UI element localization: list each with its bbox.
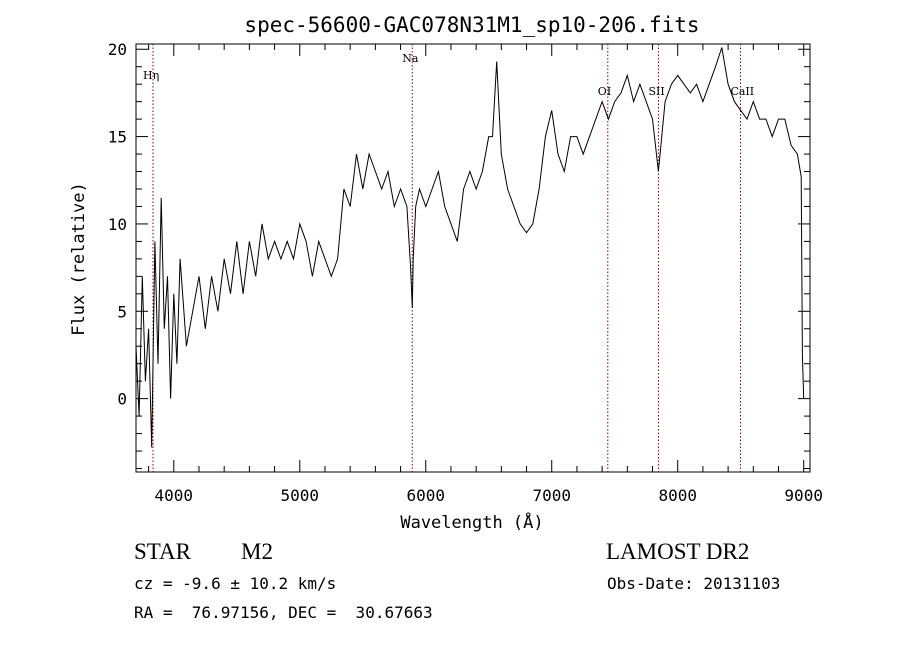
object-subclass: M2: [241, 539, 273, 564]
x-tick-label: 4000: [155, 486, 194, 505]
axis-ticks: 4000 5000 6000 7000 8000 9000 0 5 10 15 20: [108, 40, 823, 505]
obs-date-text: Obs-Date: 20131103: [607, 574, 781, 593]
y-tick-label: 5: [117, 302, 127, 321]
y-tick-label: 20: [108, 40, 127, 59]
x-tick-label: 9000: [784, 486, 823, 505]
line-marker-label: SII: [648, 85, 664, 98]
object-type: STAR: [134, 539, 191, 564]
y-tick-label: 10: [108, 215, 127, 234]
survey-name: LAMOST DR2: [606, 539, 750, 564]
line-marker-label: OI: [598, 85, 611, 98]
line-marker-label: Na: [402, 52, 419, 65]
x-axis-label: Wavelength (Å): [400, 511, 543, 533]
spectrum-series-line: [135, 47, 805, 448]
x-tick-label: 8000: [658, 486, 697, 505]
x-tick-label: 5000: [281, 486, 320, 505]
line-marker-label: CaII: [730, 85, 754, 98]
y-axis-label: Flux (relative): [69, 182, 89, 336]
y-tick-label: 15: [108, 128, 127, 147]
line-marker-label: Hη: [143, 69, 159, 82]
redshift-text: cz = -9.6 ± 10.2 km/s: [134, 574, 337, 593]
x-tick-label: 6000: [406, 486, 445, 505]
x-tick-label: 7000: [532, 486, 571, 505]
chart-title: spec-56600-GAC078N31M1_sp10-206.fits: [244, 13, 699, 37]
plot-frame: [135, 43, 811, 473]
coordinates-text: RA = 76.97156, DEC = 30.67663: [134, 603, 433, 622]
y-tick-label: 0: [117, 390, 127, 409]
spectral-line-markers: Hη Na OI SII CaII: [143, 44, 754, 472]
